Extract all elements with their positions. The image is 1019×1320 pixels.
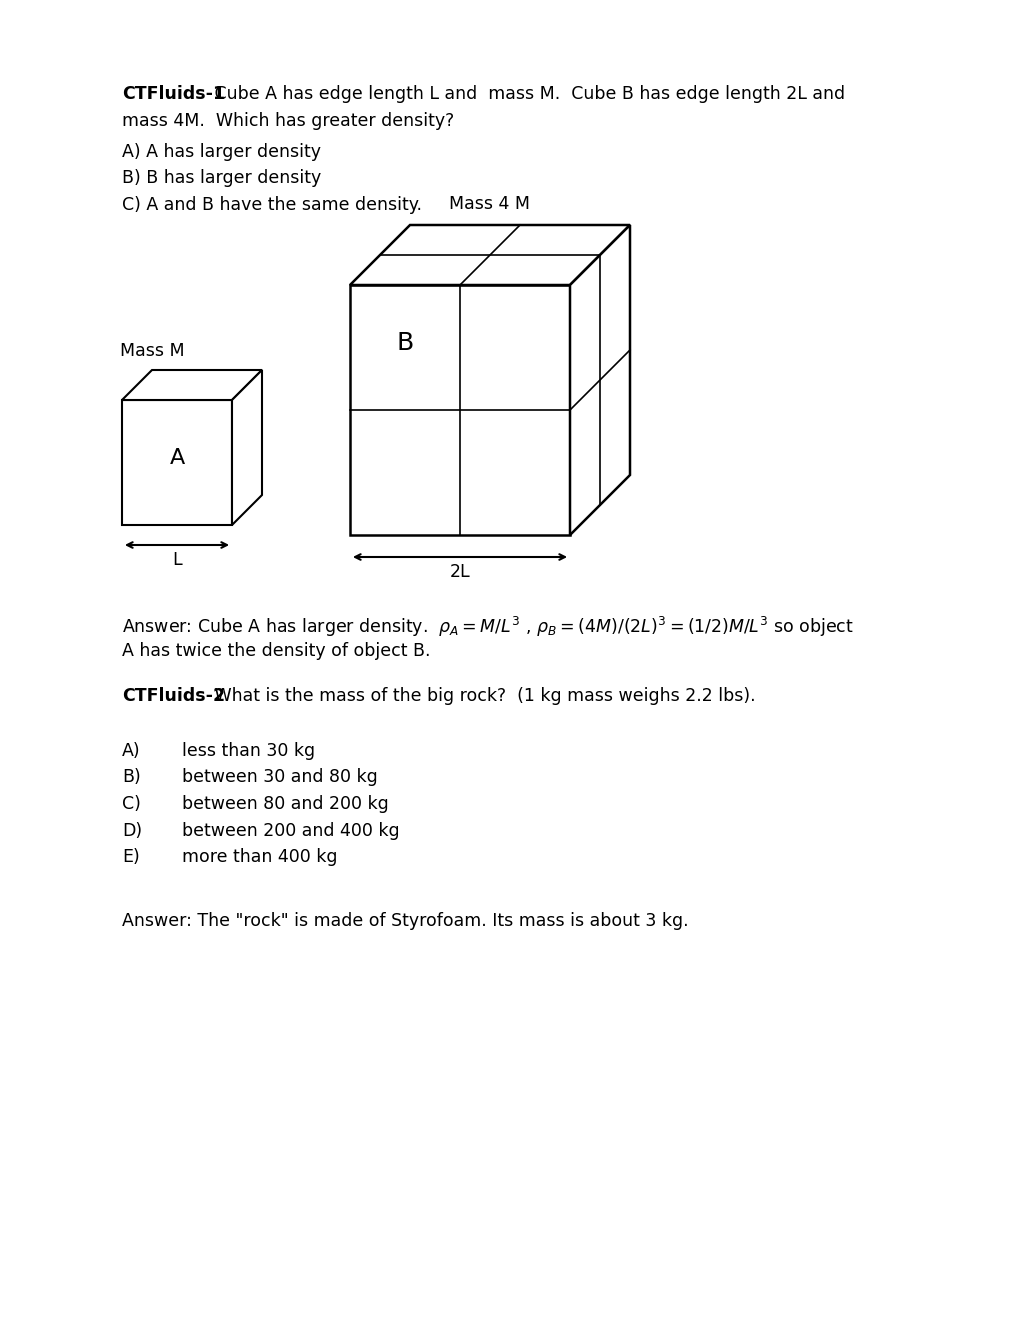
Text: more than 400 kg: more than 400 kg: [181, 847, 337, 866]
Text: E): E): [122, 847, 140, 866]
Text: between 30 and 80 kg: between 30 and 80 kg: [181, 768, 377, 787]
Polygon shape: [350, 285, 570, 535]
Text: A: A: [169, 447, 184, 467]
Text: CTFluids-1: CTFluids-1: [122, 84, 225, 103]
Polygon shape: [350, 224, 630, 285]
Text: D): D): [122, 821, 142, 840]
Text: C) A and B have the same density.: C) A and B have the same density.: [122, 195, 422, 214]
Text: Mass 4 M: Mass 4 M: [449, 195, 530, 213]
Text: A) A has larger density: A) A has larger density: [122, 143, 321, 161]
Polygon shape: [231, 370, 262, 525]
Text: mass 4M.  Which has greater density?: mass 4M. Which has greater density?: [122, 111, 453, 129]
Text: A): A): [122, 742, 141, 760]
Polygon shape: [570, 224, 630, 535]
Text: between 80 and 200 kg: between 80 and 200 kg: [181, 795, 388, 813]
Text: Mass M: Mass M: [120, 342, 184, 360]
Text: Cube A has edge length L and  mass M.  Cube B has edge length 2L and: Cube A has edge length L and mass M. Cub…: [209, 84, 845, 103]
Text: 2L: 2L: [449, 564, 470, 581]
Text: B): B): [122, 768, 141, 787]
Text: C): C): [122, 795, 141, 813]
Text: Answer: The "rock" is made of Styrofoam. Its mass is about 3 kg.: Answer: The "rock" is made of Styrofoam.…: [122, 912, 688, 931]
Text: less than 30 kg: less than 30 kg: [181, 742, 315, 760]
Text: What is the mass of the big rock?  (1 kg mass weighs 2.2 lbs).: What is the mass of the big rock? (1 kg …: [209, 686, 755, 705]
Polygon shape: [122, 400, 231, 525]
Text: B) B has larger density: B) B has larger density: [122, 169, 321, 187]
Text: CTFluids-2: CTFluids-2: [122, 686, 225, 705]
Text: between 200 and 400 kg: between 200 and 400 kg: [181, 821, 399, 840]
Polygon shape: [122, 370, 262, 400]
Text: B: B: [396, 330, 414, 355]
Text: Answer: Cube A has larger density.  $\rho_A = M/L^3$ , $\rho_B = (4M)/(2L)^3 = (: Answer: Cube A has larger density. $\rho…: [122, 615, 853, 639]
Text: A has twice the density of object B.: A has twice the density of object B.: [122, 642, 430, 660]
Text: L: L: [172, 550, 181, 569]
